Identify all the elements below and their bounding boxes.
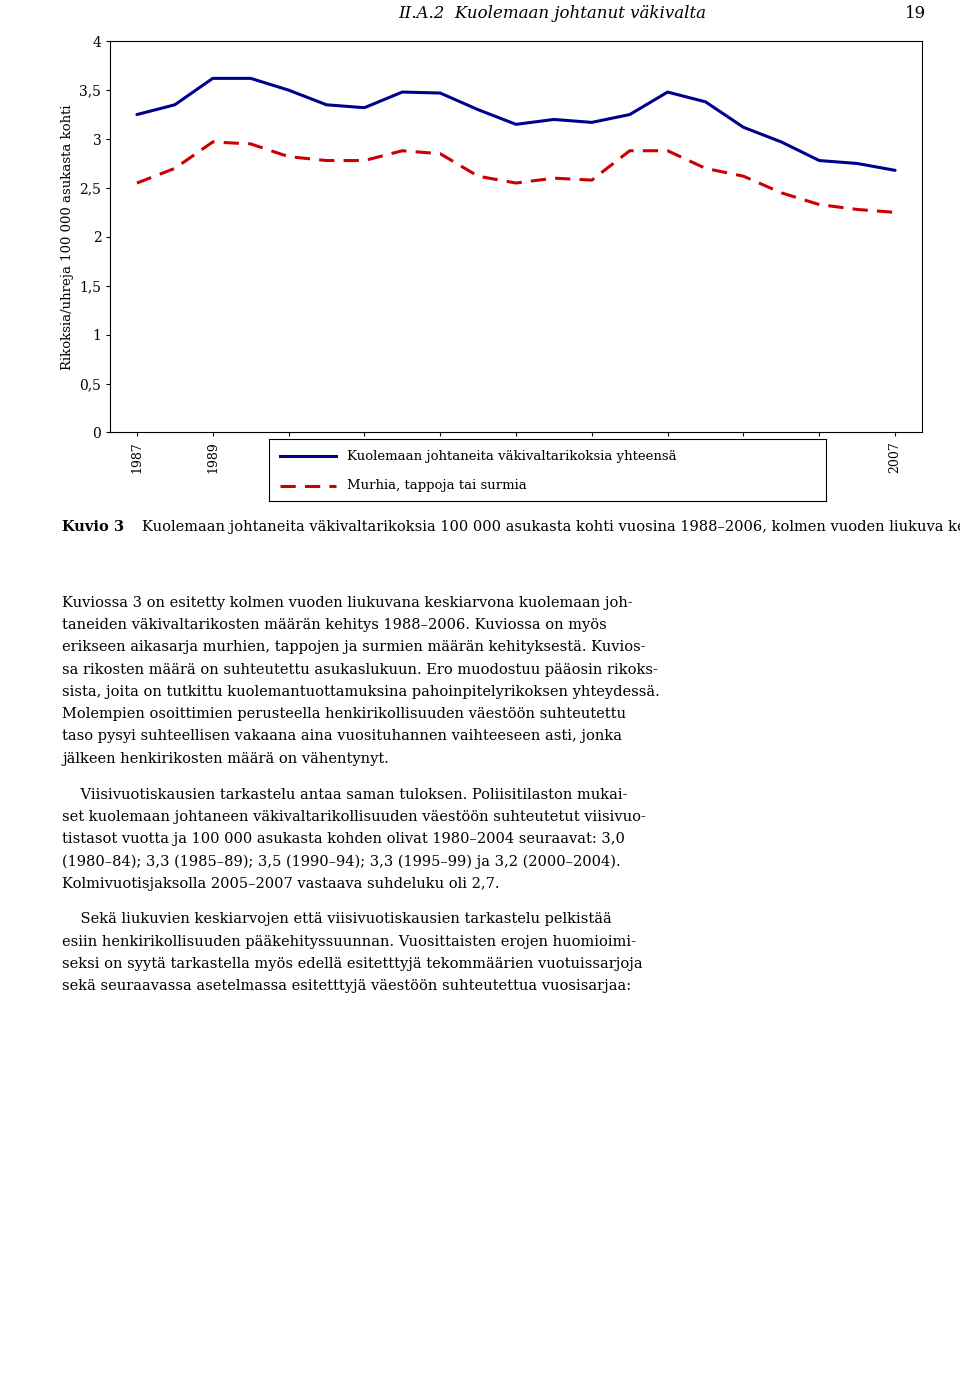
Text: Murhia, tappoja tai surmia: Murhia, tappoja tai surmia [347, 479, 526, 492]
Text: Kuvio 3: Kuvio 3 [62, 520, 125, 534]
Text: sekä seuraavassa asetelmassa esitetttyjä väestöön suhteutettua vuosisarjaa:: sekä seuraavassa asetelmassa esitetttyjä… [62, 979, 632, 993]
Text: tistasot vuotta ja 100 000 asukasta kohden olivat 1980–2004 seuraavat: 3,0: tistasot vuotta ja 100 000 asukasta kohd… [62, 832, 625, 846]
Text: taso pysyi suhteellisen vakaana aina vuosituhannen vaihteeseen asti, jonka: taso pysyi suhteellisen vakaana aina vuo… [62, 729, 622, 743]
Text: Molempien osoittimien perusteella henkirikollisuuden väestöön suhteutettu: Molempien osoittimien perusteella henkir… [62, 707, 626, 721]
Text: Kuviossa 3 on esitetty kolmen vuoden liukuvana keskiarvona kuolemaan joh-: Kuviossa 3 on esitetty kolmen vuoden liu… [62, 596, 634, 610]
Text: Sekä liukuvien keskiarvojen että viisivuotiskausien tarkastelu pelkistää: Sekä liukuvien keskiarvojen että viisivu… [62, 913, 612, 927]
Text: jälkeen henkirikosten määrä on vähentynyt.: jälkeen henkirikosten määrä on vähentyny… [62, 751, 389, 766]
Text: Kuolemaan johtaneita väkivaltarikoksia yhteensä: Kuolemaan johtaneita väkivaltarikoksia y… [347, 449, 677, 463]
Text: sista, joita on tutkittu kuolemantuottamuksina pahoinpitelyrikoksen yhteydessä.: sista, joita on tutkittu kuolemantuottam… [62, 685, 660, 699]
Text: 19: 19 [905, 4, 926, 22]
Text: II.A.2  Kuolemaan johtanut väkivalta: II.A.2 Kuolemaan johtanut väkivalta [398, 4, 706, 22]
Text: erikseen aikasarja murhien, tappojen ja surmien määrän kehityksestä. Kuvios-: erikseen aikasarja murhien, tappojen ja … [62, 640, 646, 655]
Text: taneiden väkivaltarikosten määrän kehitys 1988–2006. Kuviossa on myös: taneiden väkivaltarikosten määrän kehity… [62, 618, 607, 632]
Text: Viisivuotiskausien tarkastelu antaa saman tuloksen. Poliisitilaston mukai-: Viisivuotiskausien tarkastelu antaa sama… [62, 788, 628, 802]
Text: set kuolemaan johtaneen väkivaltarikollisuuden väestöön suhteutetut viisivuo-: set kuolemaan johtaneen väkivaltarikolli… [62, 810, 646, 824]
Text: sa rikosten määrä on suhteutettu asukaslukuun. Ero muodostuu pääosin rikoks-: sa rikosten määrä on suhteutettu asukasl… [62, 663, 659, 677]
Text: Kolmivuotisjaksolla 2005–2007 vastaava suhdeluku oli 2,7.: Kolmivuotisjaksolla 2005–2007 vastaava s… [62, 876, 500, 891]
Text: (1980–84); 3,3 (1985–89); 3,5 (1990–94); 3,3 (1995–99) ja 3,2 (2000–2004).: (1980–84); 3,3 (1985–89); 3,5 (1990–94);… [62, 854, 621, 869]
Text: seksi on syytä tarkastella myös edellä esitetttyjä tekommäärien vuotuissarjoja: seksi on syytä tarkastella myös edellä e… [62, 957, 643, 971]
Text: esiin henkirikollisuuden pääkehityssuunnan. Vuosittaisten erojen huomioimi-: esiin henkirikollisuuden pääkehityssuunn… [62, 935, 636, 949]
Text: Kuolemaan johtaneita väkivaltarikoksia 100 000 asukasta kohti vuosina 1988–2006,: Kuolemaan johtaneita väkivaltarikoksia 1… [142, 520, 960, 534]
Y-axis label: Rikoksia/uhreja 100 000 asukasta kohti: Rikoksia/uhreja 100 000 asukasta kohti [60, 104, 74, 369]
